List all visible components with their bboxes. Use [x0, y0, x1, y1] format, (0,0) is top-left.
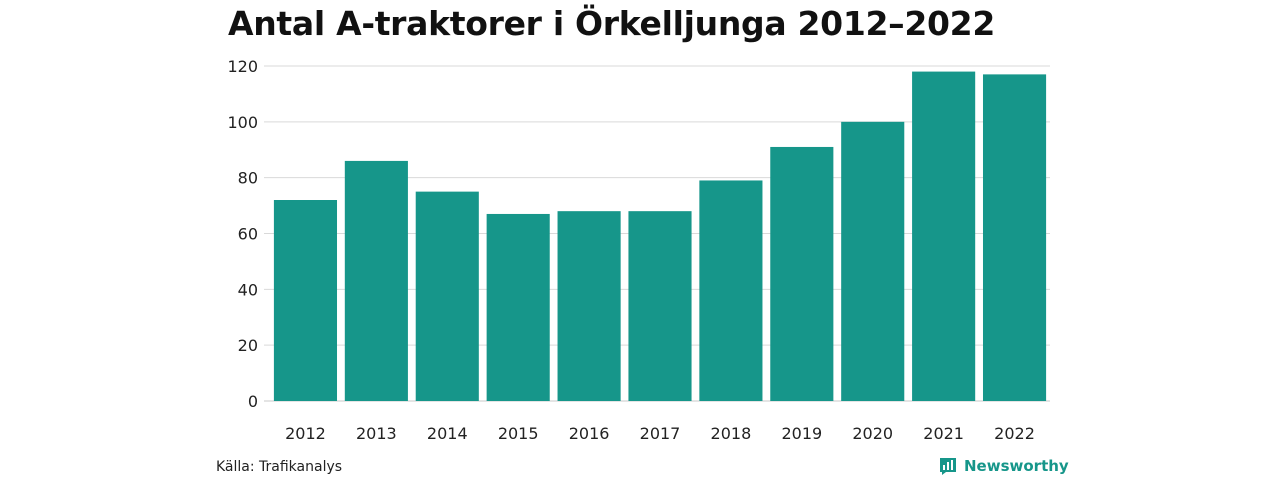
x-tick-label: 2017 [640, 424, 681, 443]
bar-2021 [912, 71, 976, 401]
bar-2019 [770, 146, 834, 401]
bar-2018 [699, 180, 763, 401]
y-tick-label: 80 [238, 169, 258, 188]
x-tick-label: 2014 [427, 424, 468, 443]
y-tick-label: 40 [238, 280, 258, 299]
x-tick-label: 2018 [711, 424, 752, 443]
bar-2014 [415, 191, 479, 401]
x-tick-label: 2015 [498, 424, 539, 443]
x-tick-label: 2022 [994, 424, 1035, 443]
brand-logo: Newsworthy [938, 456, 1069, 476]
bar-2022 [982, 74, 1047, 401]
x-tick-label: 2021 [923, 424, 964, 443]
brand-label: Newsworthy [964, 457, 1069, 475]
y-tick-label: 60 [238, 225, 258, 244]
x-tick-label: 2013 [356, 424, 397, 443]
chart-title: Antal A-traktorer i Örkelljunga 2012–202… [228, 4, 996, 43]
x-tick-label: 2020 [852, 424, 893, 443]
x-axis-ticks: 2012 2013 2014 2015 2016 2017 2018 2019 2020 2021… [285, 424, 1035, 443]
y-tick-label: 20 [238, 336, 258, 355]
bar-2012 [273, 200, 338, 401]
x-tick-label: 2019 [781, 424, 822, 443]
newsworthy-logo-icon [940, 458, 956, 475]
y-tick-label: 100 [227, 113, 258, 132]
y-tick-label: 120 [227, 57, 258, 76]
bar-2013 [344, 160, 408, 401]
bar-2015 [486, 213, 550, 401]
source-note: Källa: Trafikanalys [216, 459, 343, 475]
y-tick-label: 0 [248, 392, 258, 411]
bar-layer [273, 71, 1047, 401]
bar-2016 [557, 211, 621, 401]
bar-2017 [628, 211, 692, 401]
bar-2020 [841, 121, 905, 401]
x-tick-label: 2012 [285, 424, 326, 443]
x-tick-label: 2016 [569, 424, 610, 443]
y-axis-ticks: 0 20 40 60 80 100 120 [227, 57, 258, 411]
